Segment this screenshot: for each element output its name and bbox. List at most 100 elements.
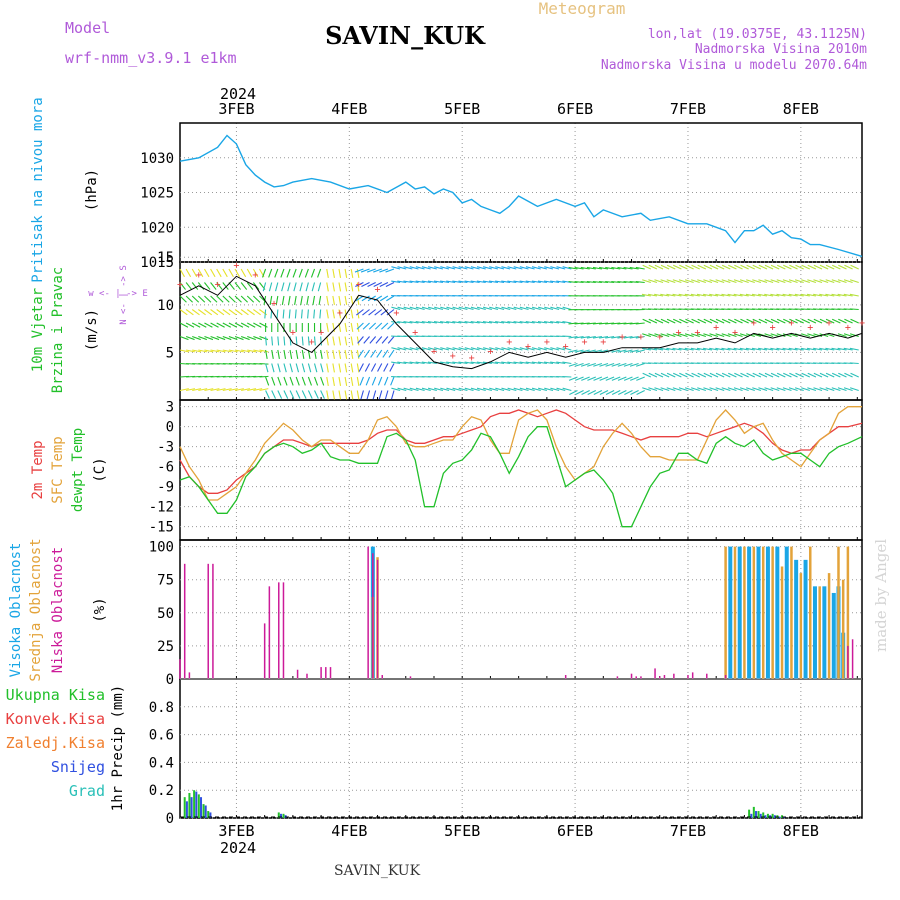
wind-arrow bbox=[197, 268, 204, 278]
wind-arrow bbox=[592, 266, 602, 270]
wind-arrow bbox=[734, 264, 743, 270]
wind-arrow bbox=[611, 266, 621, 270]
wind-arrow bbox=[831, 293, 841, 297]
wind-arrow bbox=[776, 279, 786, 284]
wind-arrow bbox=[356, 309, 364, 316]
legend-item: Zaledj.Kisa bbox=[6, 734, 105, 752]
wind-gust-marker: + bbox=[469, 353, 475, 364]
wind-arrow bbox=[550, 280, 560, 284]
wind-arrow bbox=[776, 264, 786, 270]
wind-arrow bbox=[648, 318, 658, 324]
wind-arrow bbox=[228, 282, 235, 290]
wind-arrow bbox=[253, 309, 261, 316]
wind-arrow bbox=[350, 363, 354, 373]
cloud-bar bbox=[282, 582, 285, 679]
wind-arrow bbox=[501, 266, 511, 270]
wind-arrow bbox=[642, 372, 652, 378]
wind-arrow bbox=[581, 376, 590, 381]
wind-arrow bbox=[666, 293, 676, 297]
wind-arrow bbox=[672, 279, 682, 284]
wind-arrow bbox=[179, 335, 189, 341]
wind-arrow bbox=[344, 390, 348, 400]
wind-arrow bbox=[593, 362, 603, 367]
wind-arrow bbox=[409, 361, 419, 365]
wind-arrow bbox=[586, 322, 596, 325]
wind-arrow bbox=[295, 363, 300, 373]
wind-arrow bbox=[313, 349, 317, 359]
wind-arrow bbox=[519, 387, 529, 392]
wind-arrow bbox=[354, 268, 364, 273]
wind-arrow bbox=[617, 322, 627, 325]
wind-arrow bbox=[179, 388, 189, 392]
wind-arrow bbox=[446, 321, 456, 324]
wind-arrow bbox=[361, 282, 370, 287]
wind-arrow bbox=[210, 322, 219, 328]
wind-arrow bbox=[593, 376, 603, 381]
wind-arrow bbox=[204, 322, 213, 328]
wind-arrow bbox=[721, 347, 731, 351]
wind-arrow bbox=[636, 390, 645, 395]
wind-arrow bbox=[446, 347, 456, 351]
wind-arrow bbox=[483, 266, 492, 270]
wind-arrow bbox=[283, 376, 288, 386]
wind-arrow bbox=[234, 295, 242, 303]
wind-arrow bbox=[746, 264, 755, 270]
bottom-day-label: 4FEB bbox=[331, 822, 367, 840]
wind-arrow bbox=[203, 268, 210, 278]
wind-arrow bbox=[307, 349, 311, 359]
wind-arrow bbox=[332, 268, 335, 278]
model-name: wrf-nmm_v3.9.1 e1km bbox=[65, 49, 237, 67]
wind-arrow bbox=[397, 306, 407, 311]
wind-arrow bbox=[697, 279, 707, 284]
temp-line-2 bbox=[179, 426, 863, 528]
wind-arrow bbox=[844, 264, 853, 270]
wind-gust-marker: + bbox=[393, 308, 399, 319]
wind-arrow bbox=[819, 318, 829, 324]
wind-arrow bbox=[587, 376, 596, 381]
wind-arrow bbox=[470, 321, 480, 324]
wind-arrow bbox=[825, 318, 835, 324]
cloud-bar bbox=[320, 667, 322, 679]
wind-arrow bbox=[574, 335, 584, 339]
wind-arrow bbox=[326, 349, 329, 359]
wind-arrow bbox=[642, 387, 651, 392]
wind-arrow bbox=[360, 268, 370, 273]
wind-arrow bbox=[843, 293, 853, 297]
cloud-bar bbox=[784, 546, 789, 679]
wind-arrow bbox=[464, 387, 474, 392]
wind-arrow bbox=[721, 318, 731, 324]
wind-gust-marker: + bbox=[290, 327, 296, 338]
wind-arrow bbox=[629, 335, 639, 339]
wind-arrow bbox=[819, 264, 829, 270]
wind-arrow bbox=[666, 279, 676, 284]
wind-arrow bbox=[476, 361, 486, 365]
wind-arrow bbox=[464, 321, 474, 324]
wind-arrow bbox=[843, 333, 853, 338]
wind-arrow bbox=[733, 333, 743, 338]
wind-arrow bbox=[794, 293, 804, 297]
wind-arrow bbox=[375, 336, 383, 344]
cloud-bar bbox=[752, 546, 756, 679]
wind-arrow bbox=[813, 372, 823, 378]
wind-arrow bbox=[452, 306, 462, 311]
wind-gust-marker: + bbox=[788, 318, 794, 329]
wind-arrow bbox=[501, 387, 511, 392]
cloud-bar bbox=[747, 546, 752, 679]
wind-arrow bbox=[685, 264, 694, 270]
wind-arrow bbox=[531, 387, 541, 392]
wind-arrow bbox=[715, 387, 725, 392]
wind-arrow bbox=[580, 349, 590, 353]
wind-arrow bbox=[470, 387, 480, 392]
wind-arrow bbox=[228, 349, 238, 353]
wind-arrow bbox=[734, 372, 743, 378]
wind-arrow bbox=[287, 295, 291, 305]
wind-arrow bbox=[313, 309, 316, 319]
wind-arrow bbox=[265, 336, 267, 346]
wind-arrow bbox=[307, 336, 310, 346]
wind-arrow bbox=[623, 349, 633, 353]
wind-arrow bbox=[623, 322, 633, 325]
wind-arrow bbox=[709, 279, 719, 284]
wind-arrow bbox=[204, 309, 213, 316]
wind-arrow bbox=[838, 318, 847, 324]
wind-arrow bbox=[482, 280, 492, 284]
